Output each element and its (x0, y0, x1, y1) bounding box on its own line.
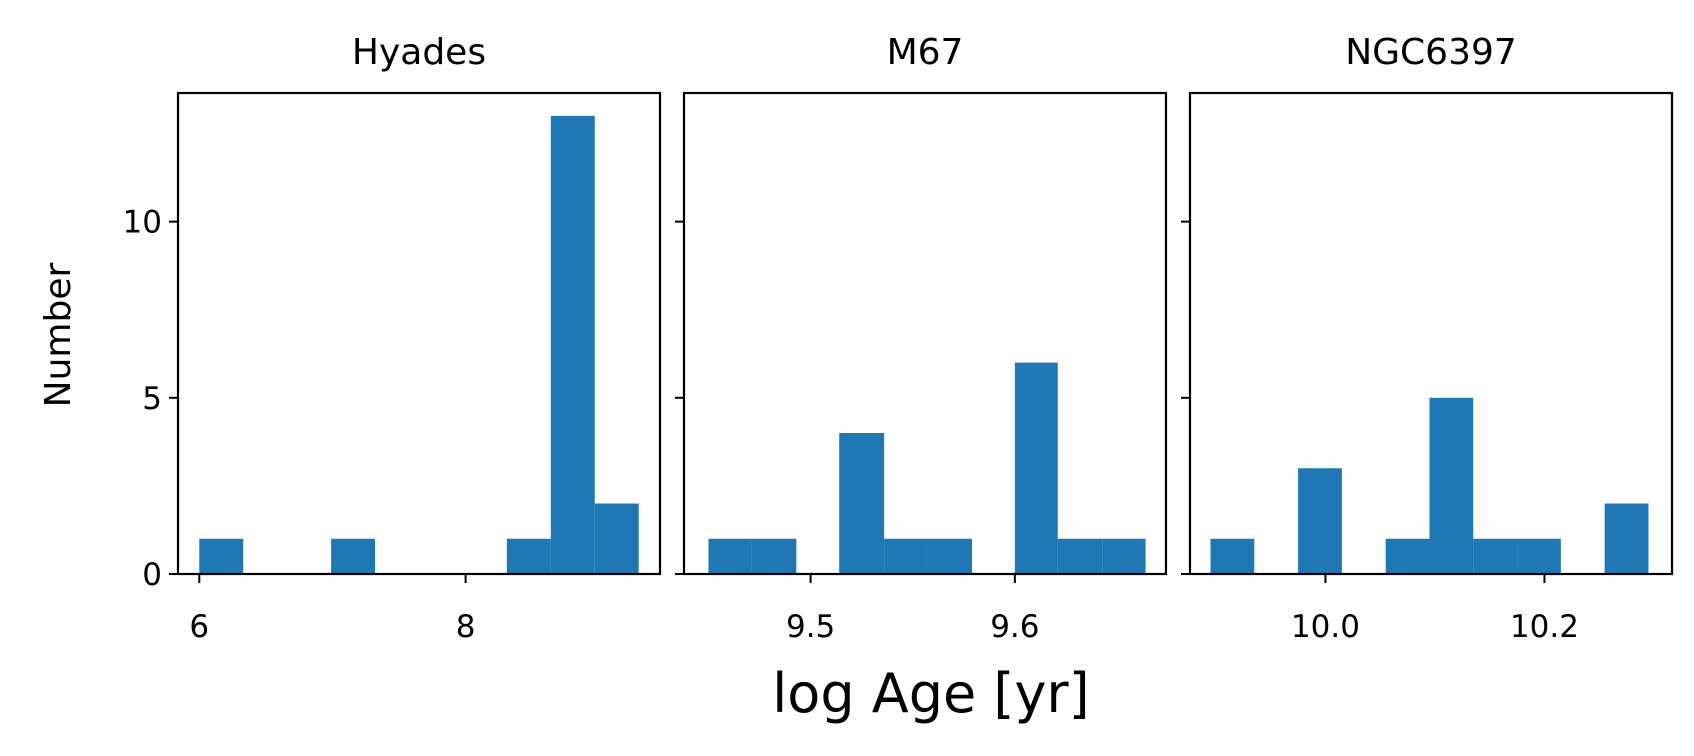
y-tick-label: 10 (123, 205, 162, 241)
x-tick-label: 9.5 (786, 609, 835, 645)
histogram-bar (199, 538, 244, 574)
axes-frame (1188, 91, 1674, 576)
histogram-bar (594, 503, 639, 574)
histogram-bar (1102, 538, 1146, 574)
histogram-panel-1: 6 8 0 5 10 Hyades (123, 32, 662, 645)
histogram-bar (708, 538, 752, 574)
panels: 6 8 0 5 10 Hyades 9.5 9.6 M67 10.0 10.2 NGC6397 (123, 32, 1674, 645)
x-tick-label: 8 (456, 609, 476, 645)
axes-frame (682, 91, 1168, 576)
histogram-bar (1014, 362, 1058, 574)
histogram-bar (1298, 468, 1342, 574)
histogram-bar (331, 538, 376, 574)
histogram-bar (839, 433, 885, 574)
panel-title: M67 (887, 32, 964, 73)
x-tick-label: 10.0 (1291, 609, 1360, 645)
panel-title: Hyades (352, 32, 486, 73)
histogram-panel-3: 10.0 10.2 NGC6397 (1181, 32, 1674, 645)
panel-title: NGC6397 (1345, 32, 1517, 73)
histogram-bar (1057, 538, 1103, 574)
histogram-bar (506, 538, 551, 574)
axes-frame (176, 91, 662, 576)
y-tick-label: 0 (142, 557, 162, 593)
histogram-bar (884, 538, 928, 574)
histogram-bar (927, 538, 972, 574)
y-axis-label: Number (38, 262, 79, 407)
histogram-bar (1517, 538, 1561, 574)
y-tick-label: 5 (142, 381, 162, 417)
x-axis-label: log Age [yr] (772, 662, 1089, 725)
x-tick-label: 6 (189, 609, 209, 645)
x-tick-label: 9.6 (990, 609, 1039, 645)
histogram-bar (1604, 503, 1649, 574)
histogram-bar (751, 538, 797, 574)
histogram-bar (1473, 538, 1518, 574)
histogram-bar (550, 115, 595, 575)
histogram-bar (1210, 538, 1255, 574)
x-tick-label: 10.2 (1510, 609, 1579, 645)
histogram-bar (1429, 397, 1474, 574)
histogram-bar (1385, 538, 1430, 574)
histogram-panel-2: 9.5 9.6 M67 (675, 32, 1168, 645)
